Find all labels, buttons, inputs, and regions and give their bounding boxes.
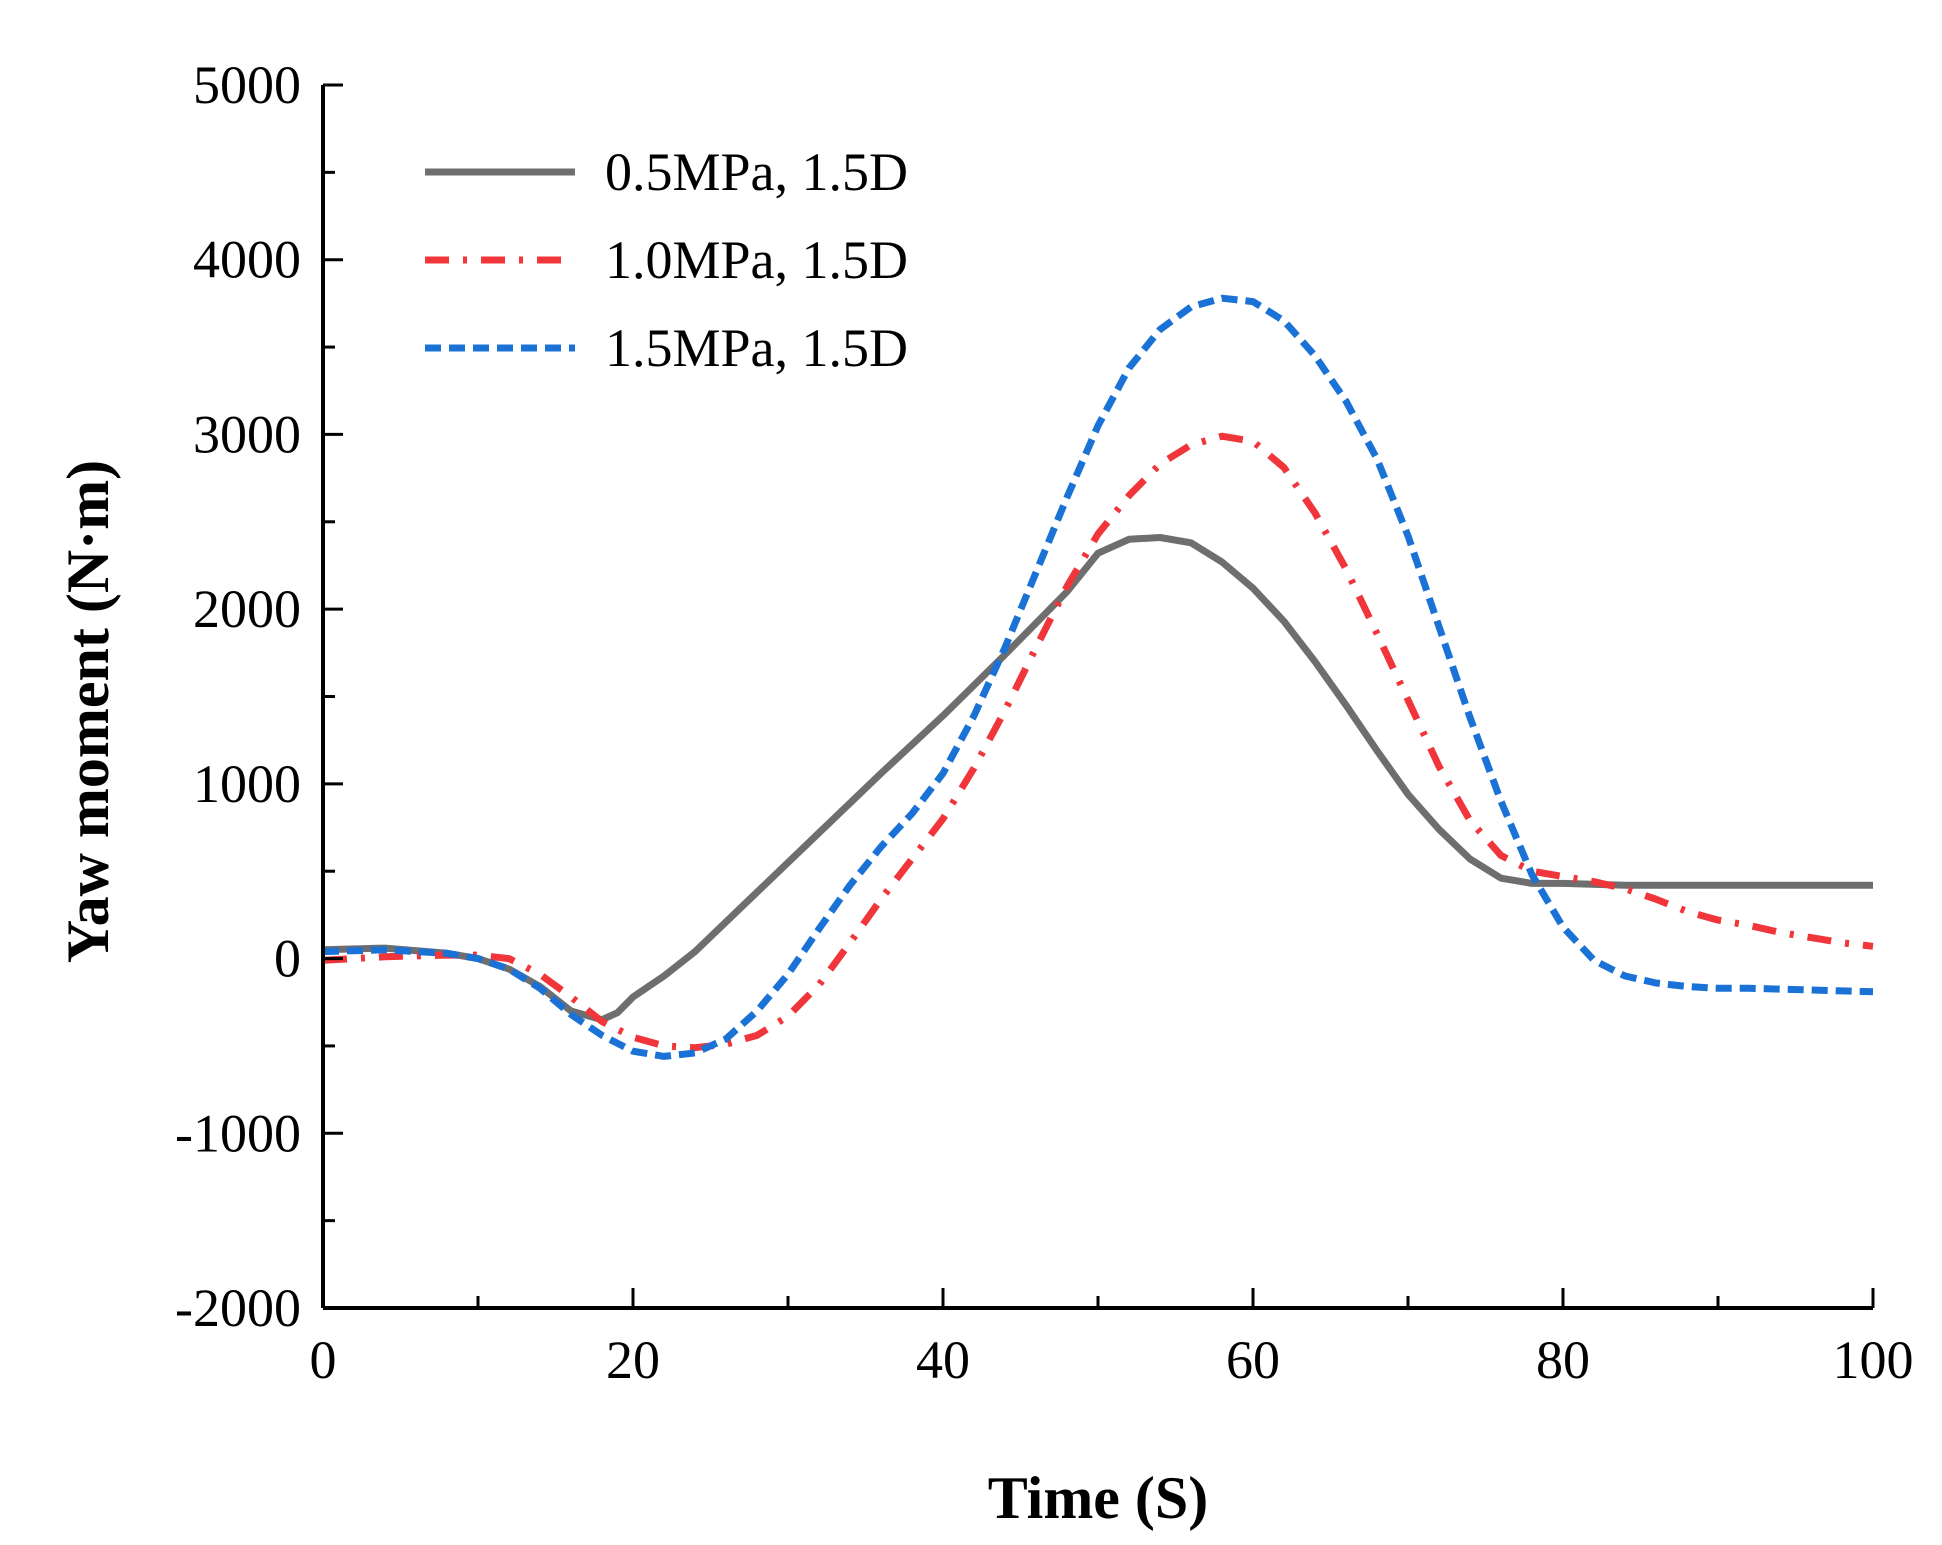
- y-tick-label: 0: [274, 929, 301, 989]
- y-axis-title: Yaw moment (N·m): [55, 460, 121, 963]
- x-tick-label: 100: [1833, 1330, 1914, 1390]
- x-axis-title: Time (S): [988, 1465, 1209, 1531]
- legend-label-2: 1.0MPa, 1.5D: [605, 230, 908, 290]
- x-tick-label: 60: [1226, 1330, 1280, 1390]
- x-tick-label: 80: [1536, 1330, 1590, 1390]
- x-tick-label: 0: [310, 1330, 337, 1390]
- y-tick-label: -1000: [175, 1103, 301, 1163]
- y-tick-label: 1000: [193, 754, 301, 814]
- y-tick-label: -2000: [175, 1278, 301, 1338]
- axes: [321, 85, 1873, 1310]
- y-tick-label: 5000: [193, 55, 301, 115]
- y-tick-label: 2000: [193, 579, 301, 639]
- series-line-3: [322, 294, 1874, 1060]
- series-line-2: [322, 432, 1874, 1052]
- x-ticks: 0 20 40 60 80 100: [310, 1288, 1914, 1390]
- y-tick-label: 3000: [193, 404, 301, 464]
- series-line-1: [322, 534, 1873, 1024]
- y-ticks: -2000 -1000 0 1000 2000 3000 4000 5000: [175, 55, 343, 1338]
- y-tick-label: 4000: [193, 230, 301, 290]
- x-tick-label: 40: [916, 1330, 970, 1390]
- legend-label-1: 0.5MPa, 1.5D: [605, 142, 908, 202]
- series-layer: [322, 294, 1874, 1060]
- legend: 0.5MPa, 1.5D 1.0MPa, 1.5D 1.5MPa, 1.5D: [425, 142, 908, 378]
- x-tick-label: 20: [606, 1330, 660, 1390]
- legend-label-3: 1.5MPa, 1.5D: [605, 318, 908, 378]
